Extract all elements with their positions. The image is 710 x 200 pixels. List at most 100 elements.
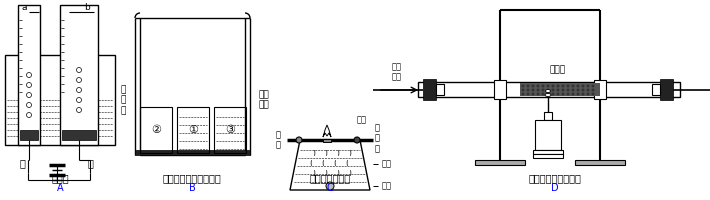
- Circle shape: [577, 84, 579, 88]
- Circle shape: [581, 88, 584, 92]
- Circle shape: [567, 88, 569, 92]
- Text: 红磷: 红磷: [357, 116, 367, 124]
- Circle shape: [532, 84, 535, 88]
- Circle shape: [557, 88, 559, 92]
- Text: 浓
氨
水: 浓 氨 水: [120, 85, 126, 115]
- Bar: [533, 150, 563, 154]
- Bar: [140, 18, 245, 155]
- Circle shape: [577, 92, 579, 96]
- Circle shape: [542, 84, 545, 88]
- Text: 白磷: 白磷: [382, 182, 392, 190]
- Bar: [575, 160, 625, 165]
- Circle shape: [547, 88, 550, 92]
- Text: 开水: 开水: [382, 160, 392, 168]
- Text: ②: ②: [151, 125, 161, 135]
- Circle shape: [527, 88, 530, 92]
- Circle shape: [527, 92, 530, 96]
- Circle shape: [586, 92, 589, 96]
- Text: ＋: ＋: [87, 158, 93, 168]
- Circle shape: [532, 88, 535, 92]
- Circle shape: [77, 77, 82, 82]
- Circle shape: [542, 92, 545, 96]
- Text: ①: ①: [188, 125, 198, 135]
- Circle shape: [326, 182, 334, 190]
- Circle shape: [572, 84, 574, 88]
- Bar: [177, 107, 209, 153]
- Circle shape: [522, 84, 525, 88]
- Bar: [436, 84, 444, 95]
- Bar: [660, 79, 673, 100]
- Circle shape: [591, 84, 594, 88]
- Circle shape: [26, 82, 31, 88]
- Text: 探究燃烧的条件: 探究燃烧的条件: [310, 173, 351, 183]
- Text: b: b: [84, 3, 90, 12]
- Bar: [62, 130, 96, 140]
- Circle shape: [586, 88, 589, 92]
- Bar: [18, 5, 40, 145]
- Text: 薄
铜
片: 薄 铜 片: [375, 123, 380, 153]
- Circle shape: [552, 88, 555, 92]
- Circle shape: [26, 102, 31, 108]
- Text: B: B: [189, 183, 195, 193]
- Circle shape: [591, 88, 594, 92]
- Bar: [323, 139, 331, 142]
- Bar: [533, 154, 563, 158]
- Bar: [544, 112, 552, 120]
- Text: 证明分子是不断运动的: 证明分子是不断运动的: [163, 173, 222, 183]
- Circle shape: [542, 88, 545, 92]
- Text: a: a: [21, 3, 27, 12]
- Bar: [5, 55, 115, 145]
- Circle shape: [77, 68, 82, 72]
- Circle shape: [547, 84, 550, 88]
- Circle shape: [547, 92, 550, 96]
- Bar: [535, 120, 561, 150]
- Circle shape: [567, 92, 569, 96]
- Bar: [423, 79, 436, 100]
- Circle shape: [522, 92, 525, 96]
- Circle shape: [552, 84, 555, 88]
- Circle shape: [572, 88, 574, 92]
- Text: 一氧化碳还原氧化铁: 一氧化碳还原氧化铁: [528, 173, 581, 183]
- Bar: [475, 160, 525, 165]
- Circle shape: [586, 84, 589, 88]
- Bar: [60, 5, 98, 145]
- Circle shape: [77, 108, 82, 112]
- Circle shape: [26, 92, 31, 98]
- Circle shape: [581, 92, 584, 96]
- Circle shape: [77, 88, 82, 92]
- Circle shape: [572, 92, 574, 96]
- Circle shape: [567, 84, 569, 88]
- Circle shape: [527, 84, 530, 88]
- Circle shape: [562, 84, 564, 88]
- Circle shape: [77, 98, 82, 102]
- Bar: [520, 83, 600, 96]
- Polygon shape: [323, 125, 331, 137]
- Circle shape: [354, 137, 360, 143]
- Circle shape: [552, 92, 555, 96]
- Circle shape: [537, 84, 540, 88]
- Circle shape: [522, 88, 525, 92]
- Text: ③: ③: [225, 125, 235, 135]
- Text: C: C: [327, 183, 334, 193]
- Text: D: D: [551, 183, 559, 193]
- Bar: [494, 80, 506, 99]
- Circle shape: [562, 92, 564, 96]
- Circle shape: [26, 112, 31, 117]
- Circle shape: [26, 72, 31, 77]
- Circle shape: [581, 84, 584, 88]
- Bar: [594, 80, 606, 99]
- Circle shape: [557, 84, 559, 88]
- Polygon shape: [290, 140, 370, 190]
- Circle shape: [296, 137, 302, 143]
- Text: 酚酞
溶液: 酚酞 溶液: [258, 90, 269, 110]
- Ellipse shape: [545, 94, 551, 97]
- Bar: [418, 82, 680, 97]
- Bar: [214, 107, 246, 153]
- Text: 电解水: 电解水: [51, 173, 69, 183]
- Circle shape: [557, 92, 559, 96]
- Bar: [135, 150, 250, 155]
- Text: A: A: [57, 183, 63, 193]
- Bar: [140, 107, 172, 153]
- Circle shape: [577, 88, 579, 92]
- Text: 白
磷: 白 磷: [276, 130, 281, 150]
